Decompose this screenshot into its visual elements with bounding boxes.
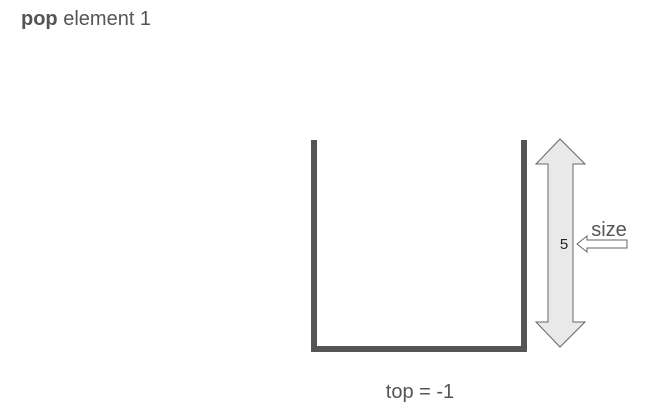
- size-value: 5: [560, 236, 568, 253]
- size-pointer-arrow: [576, 234, 628, 254]
- stack-container: [311, 140, 527, 352]
- operation-title: pop element 1: [21, 7, 151, 31]
- size-double-arrow: [534, 138, 587, 348]
- size-label: size: [591, 219, 627, 241]
- operation-description: element 1: [63, 8, 152, 30]
- top-pointer-label: top = -1: [385, 381, 455, 403]
- operation-keyword: pop: [21, 8, 58, 30]
